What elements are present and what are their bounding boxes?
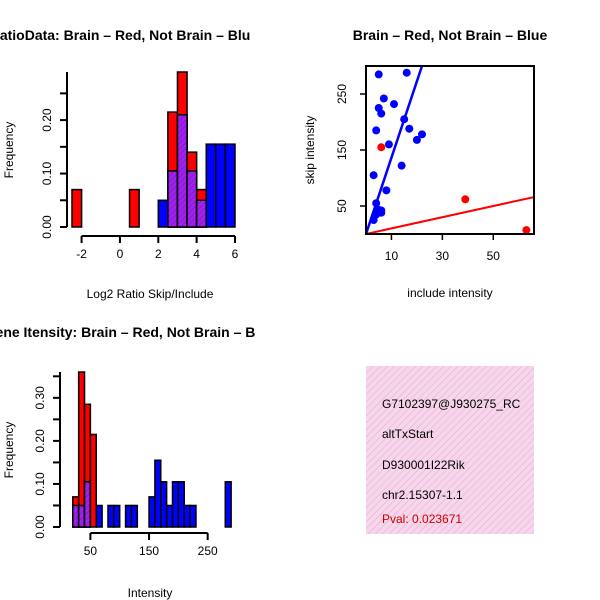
overlap-bar: [195, 199, 207, 228]
not-brain-bar: [95, 504, 103, 528]
not-brain-point: [390, 100, 398, 109]
y-tick-label: 0.10: [33, 472, 47, 496]
y-tick-label: 0.00: [40, 215, 54, 239]
y-tick-label: 50: [335, 199, 349, 213]
not-brain-bar: [160, 481, 168, 528]
not-brain-point: [402, 68, 411, 77]
scatter-frame: [365, 65, 535, 235]
not-brain-bar: [154, 459, 162, 528]
overlap-bar: [77, 504, 86, 528]
not-brain-point: [372, 199, 381, 208]
y-tick-label: 0.20: [40, 108, 54, 132]
x-tick-label: 0: [117, 247, 124, 261]
scatter-chart-title: Brain – Red, Not Brain – Blue: [353, 27, 548, 43]
not-brain-bar: [148, 496, 156, 528]
brain-bar: [77, 371, 86, 528]
brain-bar: [128, 188, 140, 228]
not-brain-point: [372, 126, 381, 135]
scatter-y-axis-label: skip intensity: [303, 116, 317, 185]
x-tick-label: 6: [232, 247, 239, 261]
not-brain-bar: [224, 481, 232, 528]
not-brain-point: [369, 171, 378, 180]
overlap-bar: [167, 170, 179, 228]
not-brain-bar: [130, 504, 139, 528]
intensity-chart-title: Gene Itensity: Brain – Red, Not Brain – …: [0, 324, 255, 340]
y-tick-label: 0.10: [40, 162, 54, 186]
y-tick-label: 0.00: [33, 515, 47, 539]
info-location: chr2.15307-1.1: [382, 488, 463, 502]
brain-regression-line: [366, 196, 534, 234]
info-gene-name: D930001I22Rik: [382, 458, 466, 472]
info-box-hatching: [366, 366, 534, 534]
y-tick-label: 250: [335, 84, 349, 104]
not-brain-point: [418, 130, 426, 139]
not-brain-bar: [189, 504, 197, 528]
not-brain-point: [405, 124, 414, 133]
not-brain-bar: [171, 481, 180, 528]
not-brain-point: [377, 206, 386, 215]
brain-point: [522, 226, 531, 234]
brain-bar: [89, 433, 98, 528]
ratio-y-axis-label: Frequency: [2, 122, 16, 179]
brain-point: [461, 195, 470, 204]
x-tick-label: 10: [385, 249, 399, 263]
ratio-chart-title: RatioData: Brain – Red, Not Brain – Blu: [0, 27, 250, 43]
intensity-histogram-panel: Gene Itensity: Brain – Red, Not Brain – …: [0, 324, 255, 600]
x-tick-label: 4: [193, 247, 200, 261]
ratio-x-axis-label: Log2 Ratio Skip/Include: [87, 287, 214, 301]
not-brain-point: [374, 70, 383, 79]
brain-bar: [71, 188, 83, 228]
not-brain-bar: [107, 504, 115, 528]
overlap-bar: [186, 170, 198, 228]
not-brain-bar: [224, 143, 236, 228]
not-brain-bar: [177, 481, 185, 528]
not-brain-point: [384, 140, 393, 149]
overlap-bar: [72, 504, 80, 528]
x-tick-label: 50: [84, 544, 98, 558]
not-brain-point: [369, 216, 378, 224]
scatter-plot-area: [366, 66, 534, 234]
intensity-y-axis-label: Frequency: [2, 422, 16, 479]
not-brain-bar: [157, 199, 169, 228]
not-brain-bar: [215, 143, 227, 228]
x-tick-label: 30: [436, 249, 450, 263]
brain-point: [377, 143, 386, 152]
x-tick-label: -2: [76, 247, 87, 261]
not-brain-bar: [183, 504, 191, 528]
y-tick-label: 0.20: [33, 429, 47, 453]
ratio-histogram-panel: RatioData: Brain – Red, Not Brain – Blu …: [0, 27, 250, 301]
y-tick-label: 150: [335, 140, 349, 160]
y-tick-label: 0.30: [33, 386, 47, 410]
x-tick-label: 150: [139, 544, 159, 558]
not-brain-bar: [124, 504, 133, 528]
not-brain-point: [379, 94, 388, 103]
x-tick-label: 2: [155, 247, 162, 261]
not-brain-bar: [113, 504, 121, 528]
x-tick-label: 50: [487, 249, 501, 263]
not-brain-point: [382, 186, 391, 195]
not-brain-point: [374, 104, 383, 112]
x-tick-label: 250: [198, 544, 218, 558]
info-pvalue: Pval: 0.023671: [382, 512, 462, 526]
scatter-x-axis-label: include intensity: [407, 286, 492, 300]
not-brain-point: [412, 135, 421, 144]
not-brain-point: [400, 115, 409, 124]
overlap-bar: [83, 481, 92, 528]
not-brain-bar: [165, 504, 174, 528]
not-brain-regression-line: [366, 66, 424, 234]
not-brain-bar: [205, 143, 217, 228]
not-brain-point: [397, 161, 406, 170]
info-probe-id: G7102397@J930275_RC: [382, 397, 521, 411]
event-info-panel: G7102397@J930275_RC altTxStart D930001I2…: [366, 366, 534, 534]
intensity-x-axis-label: Intensity: [128, 586, 173, 600]
info-event-type: altTxStart: [382, 427, 434, 441]
intensity-scatter-panel: Brain – Red, Not Brain – Blue 10 30 50 50 15…: [303, 27, 547, 300]
overlap-bar: [176, 114, 188, 228]
info-box-clip: G7102397@J930275_RC altTxStart D930001I2…: [366, 366, 534, 534]
